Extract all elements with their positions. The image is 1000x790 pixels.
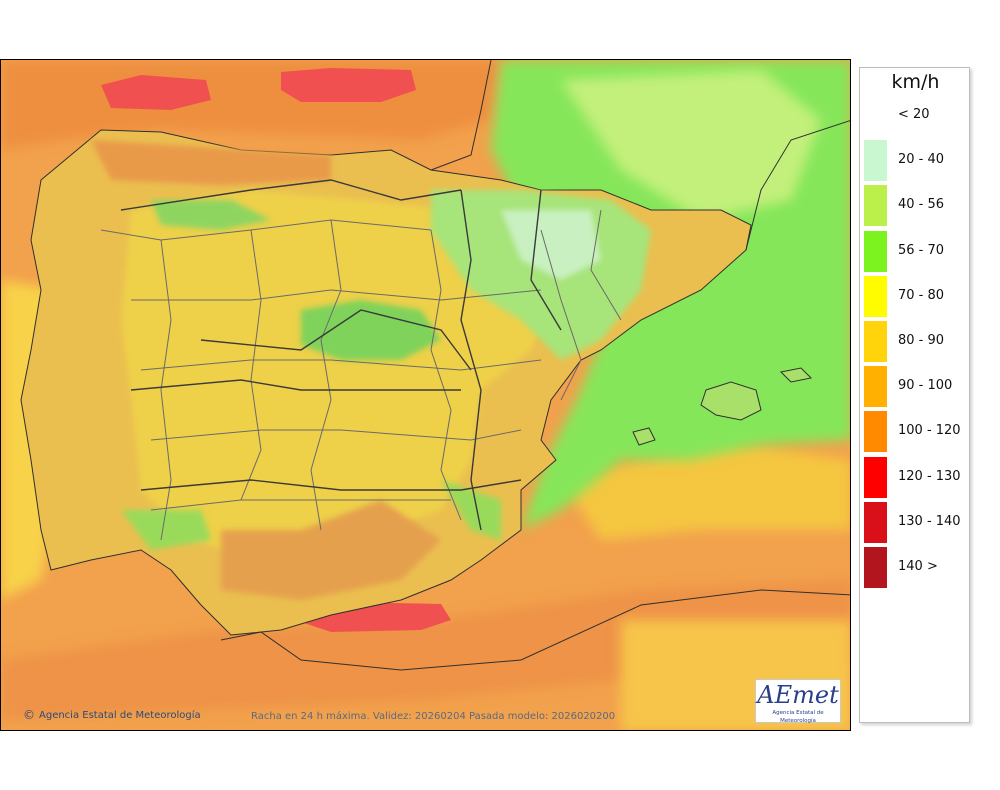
menorca	[779, 367, 813, 383]
credit: © Agencia Estatal de Meteorología	[23, 708, 201, 722]
red-zone-north-2	[281, 68, 416, 102]
legend-label: 56 - 70	[898, 242, 945, 258]
southwest-green	[121, 510, 211, 550]
legend: km/h < 20 20 - 40 40 - 56 56 - 70 70 - 80 80 …	[859, 67, 970, 723]
legend-swatch	[864, 321, 887, 362]
map-caption: Racha en 24 h máxima. Validez: 20260204 …	[251, 711, 616, 722]
legend-swatch	[864, 275, 887, 317]
legend-swatch	[864, 411, 887, 453]
legend-swatch	[864, 95, 887, 136]
legend-swatch	[864, 501, 887, 543]
aemet-logo: AEmet Agencia Estatal de Meteorología	[755, 679, 841, 724]
legend-label: 70 - 80	[898, 287, 945, 303]
cantabrian-orange	[91, 140, 331, 185]
legend-item: 70 - 80	[864, 275, 969, 317]
legend-item: 80 - 90	[864, 321, 969, 362]
legend-label: < 20	[898, 107, 930, 122]
ibiza	[632, 427, 656, 446]
wind-gust-map: © Agencia Estatal de Meteorología Racha …	[0, 59, 851, 731]
central-green	[301, 300, 441, 360]
credit-text: Agencia Estatal de Meteorología	[39, 709, 201, 721]
legend-swatch	[864, 366, 887, 408]
legend-label: 140 >	[898, 559, 938, 574]
legend-swatch	[864, 230, 887, 272]
legend-item: 90 - 100	[864, 366, 969, 408]
legend-item: 40 - 56	[864, 185, 969, 227]
france-coast-west	[430, 60, 492, 171]
africa-coast	[220, 589, 850, 671]
legend-unit: km/h	[891, 71, 940, 93]
legend-swatch	[864, 547, 887, 588]
legend-label: 130 - 140	[898, 513, 961, 529]
copyright-icon: ©	[23, 708, 35, 722]
legend-swatch	[864, 185, 887, 227]
legend-item: 20 - 40	[864, 140, 969, 182]
legend-item: 140 >	[864, 547, 969, 588]
ebro-green	[431, 190, 651, 360]
region-borders	[120, 179, 562, 531]
legend-item: < 20	[864, 95, 969, 136]
logo-subtitle: Agencia Estatal de Meteorología	[772, 710, 824, 724]
map-canvas	[1, 60, 850, 730]
interior-yellow	[121, 190, 561, 560]
light-green-zone	[561, 70, 821, 220]
legend-item: 130 - 140	[864, 501, 969, 543]
legend-label: 100 - 120	[898, 423, 961, 439]
balearic-yellow	[561, 440, 850, 540]
legend-label: 40 - 56	[898, 197, 945, 213]
red-zone-north-1	[101, 75, 211, 110]
mallorca	[700, 381, 762, 421]
legend-swatch	[864, 456, 887, 498]
betic-orange	[221, 500, 441, 600]
legend-label: 90 - 100	[898, 378, 953, 394]
legend-item: 120 - 130	[864, 456, 969, 498]
legend-item: 56 - 70	[864, 230, 969, 272]
logo-word: AEmet	[757, 681, 839, 709]
province-borders	[100, 209, 622, 541]
southeast-green	[441, 480, 501, 540]
france-coast-east	[745, 120, 850, 251]
legend-label: 20 - 40	[898, 152, 945, 168]
legend-swatch	[864, 140, 887, 182]
legend-label: 80 - 90	[898, 333, 945, 348]
northwest-green	[151, 200, 271, 230]
ebro-light	[501, 210, 601, 280]
legend-label: 120 - 130	[898, 468, 961, 484]
legend-item: 100 - 120	[864, 411, 969, 453]
south-band	[1, 580, 850, 720]
